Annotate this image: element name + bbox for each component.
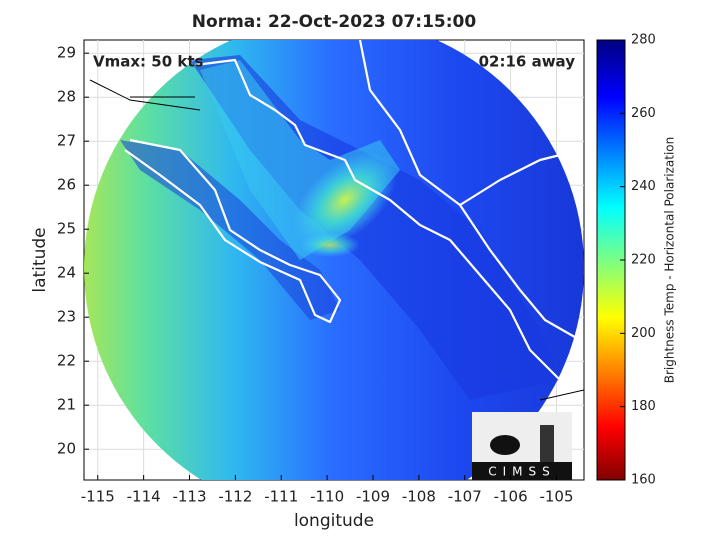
logo-tower — [540, 425, 554, 465]
outside-border — [89, 79, 584, 431]
colorbar-tick-label: 260 — [631, 106, 656, 121]
border-line — [358, 40, 581, 341]
y-tick-label: 29 — [57, 44, 76, 62]
colorbar-tick-label: 280 — [631, 33, 656, 48]
colorbar-tick-label: 240 — [631, 179, 656, 194]
x-tick-label: -108 — [402, 488, 436, 506]
colorbar-label: Brightness Temp - Horizontal Polarizatio… — [663, 137, 677, 384]
x-axis-label: longitude — [294, 511, 374, 531]
annotation: 02:16 away — [479, 53, 576, 71]
y-tick-label: 20 — [57, 440, 76, 458]
x-tick-label: -107 — [448, 488, 482, 506]
colorbar-tick-label: 180 — [631, 399, 656, 414]
chart-title: Norma: 22-Oct-2023 07:15:00 — [192, 12, 477, 32]
y-tick-label: 22 — [57, 352, 76, 370]
colorbar-tick-label: 160 — [631, 473, 656, 488]
y-tick-label: 28 — [57, 88, 76, 106]
image-layer — [84, 40, 584, 480]
x-tick-label: -110 — [310, 488, 344, 506]
x-tick-label: -115 — [81, 488, 115, 506]
x-tick-label: -113 — [172, 488, 206, 506]
annotation: Vmax: 50 kts — [93, 53, 203, 71]
x-tick-label: -114 — [127, 488, 161, 506]
x-tick-label: -109 — [356, 488, 390, 506]
storm-core — [300, 233, 360, 257]
x-tick-label: -112 — [218, 488, 252, 506]
y-axis-label: latitude — [30, 227, 50, 292]
y-tick-label: 27 — [57, 132, 76, 150]
x-tick-label: -111 — [264, 488, 298, 506]
y-tick-label: 26 — [57, 176, 76, 194]
storm-band — [293, 153, 397, 247]
colorbar-tick-label: 200 — [631, 326, 656, 341]
colorbar-tick-label: 220 — [631, 253, 656, 268]
logo-band — [472, 462, 572, 480]
y-tick-label: 23 — [57, 308, 76, 326]
coastline — [194, 58, 561, 381]
y-tick-label: 21 — [57, 396, 76, 414]
x-tick-label: -106 — [494, 488, 528, 506]
y-tick-label: 24 — [57, 264, 76, 282]
coastline — [124, 138, 342, 324]
logo-text: CIMSS — [488, 465, 556, 479]
y-tick-label: 25 — [57, 220, 76, 238]
x-tick-label: -105 — [539, 488, 573, 506]
logo-dish — [490, 435, 520, 455]
